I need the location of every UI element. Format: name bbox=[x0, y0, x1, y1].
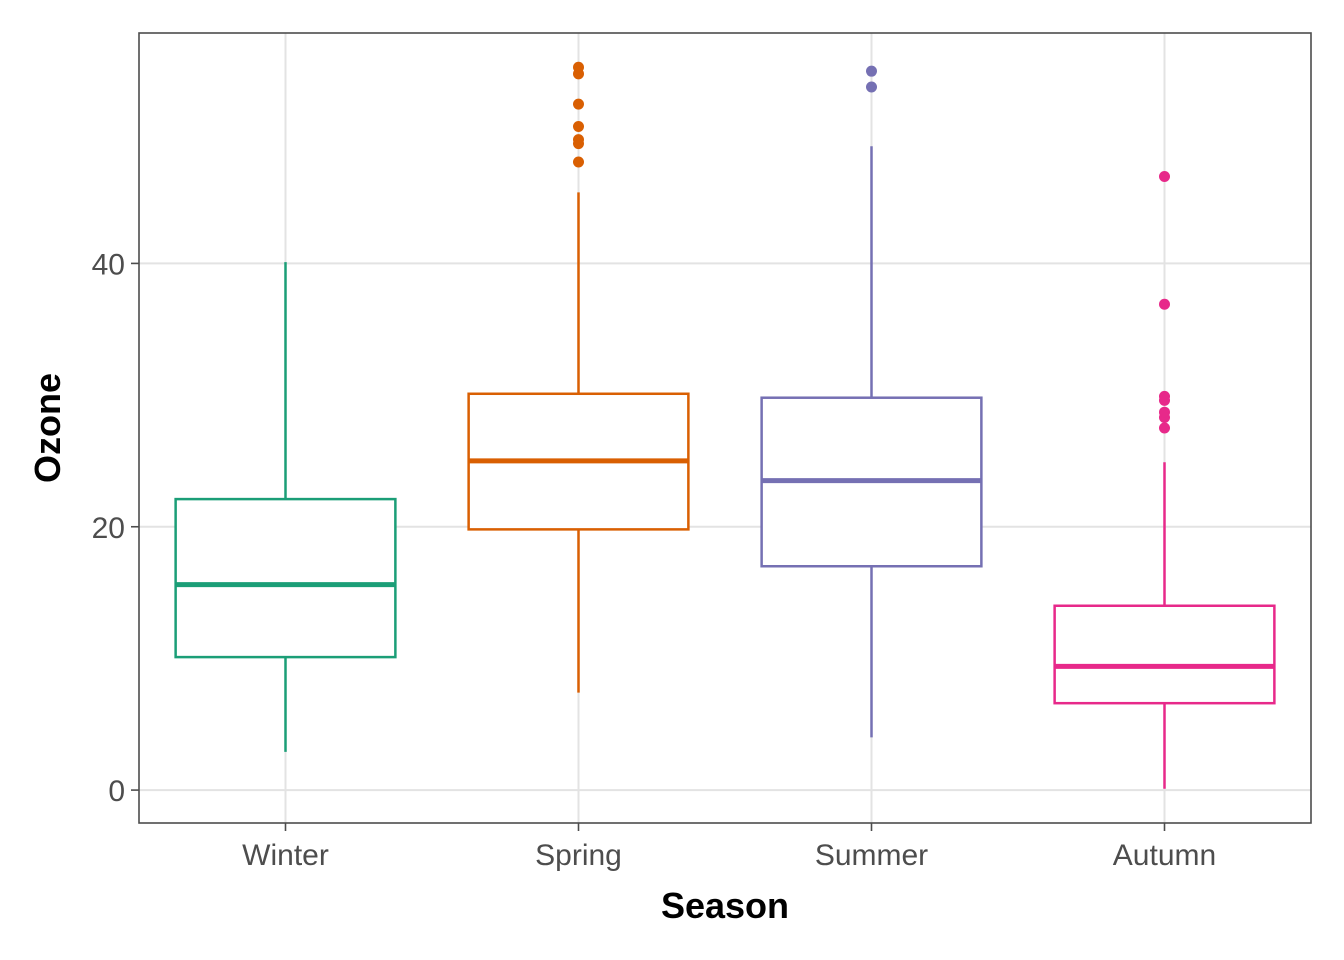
grid-lines bbox=[139, 33, 1311, 823]
plot-panel-border bbox=[138, 32, 1312, 824]
x-axis-title: Season bbox=[661, 885, 789, 926]
outlier-point bbox=[573, 120, 584, 132]
outlier-point bbox=[866, 65, 877, 77]
y-tick-label: 20 bbox=[92, 512, 125, 545]
outlier-point bbox=[1159, 171, 1170, 183]
outlier-point bbox=[573, 156, 584, 168]
outlier-point bbox=[573, 134, 584, 146]
box-winter bbox=[174, 262, 397, 752]
axes: 0 20 40 Winter Spring Summer Autumn bbox=[92, 248, 1217, 872]
x-tick-label: Autumn bbox=[1113, 839, 1216, 872]
iqr-box bbox=[174, 497, 397, 659]
outlier-point bbox=[573, 98, 584, 110]
box-spring bbox=[467, 61, 690, 693]
y-tick-label: 40 bbox=[92, 248, 125, 281]
outlier-point bbox=[866, 81, 877, 93]
box-summer bbox=[760, 65, 983, 738]
x-tick-label: Winter bbox=[242, 839, 329, 872]
outlier-point bbox=[1159, 422, 1170, 434]
boxes bbox=[174, 61, 1276, 789]
outlier-point bbox=[1159, 406, 1170, 418]
box-autumn bbox=[1053, 171, 1276, 789]
outlier-point bbox=[1159, 298, 1170, 310]
outlier-point bbox=[573, 61, 584, 73]
iqr-box bbox=[1053, 604, 1276, 705]
x-tick-label: Summer bbox=[815, 839, 928, 872]
x-tick-label: Spring bbox=[535, 839, 622, 872]
outlier-point bbox=[1159, 390, 1170, 402]
y-axis-title: Ozone bbox=[27, 373, 68, 483]
y-tick-label: 0 bbox=[108, 775, 125, 808]
